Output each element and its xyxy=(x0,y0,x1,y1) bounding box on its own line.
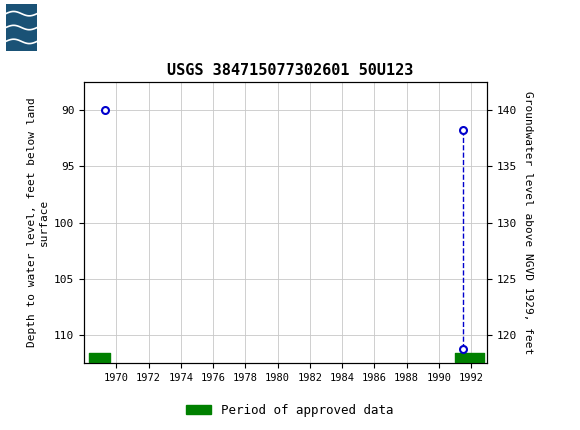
Y-axis label: Depth to water level, feet below land
surface: Depth to water level, feet below land su… xyxy=(27,98,49,347)
Y-axis label: Groundwater level above NGVD 1929, feet: Groundwater level above NGVD 1929, feet xyxy=(523,91,532,354)
Text: USGS 384715077302601 50U123: USGS 384715077302601 50U123 xyxy=(167,64,413,78)
Legend: Period of approved data: Period of approved data xyxy=(181,399,399,421)
Text: USGS: USGS xyxy=(81,18,141,37)
FancyBboxPatch shape xyxy=(6,4,75,51)
FancyBboxPatch shape xyxy=(6,4,37,51)
